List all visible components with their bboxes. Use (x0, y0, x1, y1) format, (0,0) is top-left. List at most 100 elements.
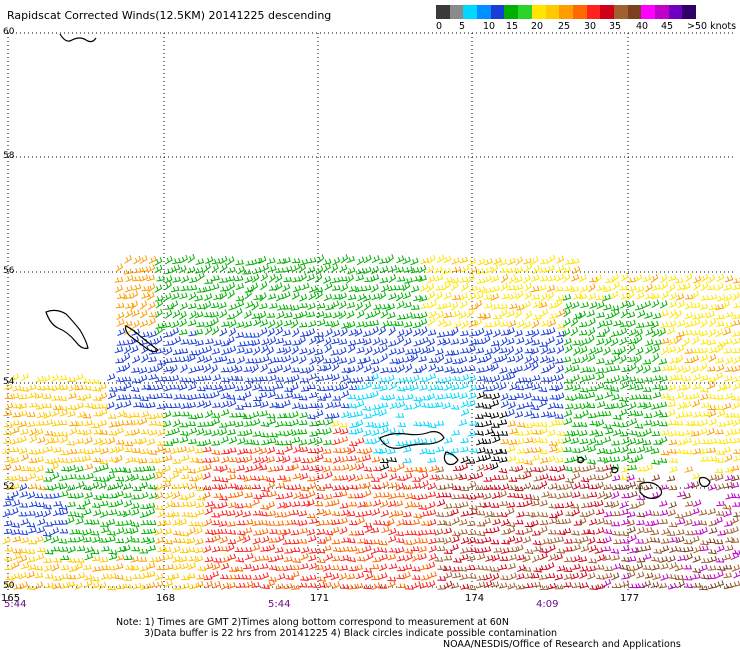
wind-barb (611, 440, 621, 446)
wind-barb (58, 420, 68, 426)
latitude-label: 56 (3, 266, 15, 276)
wind-barb (354, 564, 364, 571)
wind-barb (115, 377, 125, 383)
wind-barb (146, 274, 156, 282)
wind-barb (267, 357, 277, 365)
wind-barb (69, 420, 78, 427)
wind-barb (604, 378, 614, 384)
wind-barb (652, 391, 662, 399)
wind-barb (667, 346, 677, 354)
wind-barb (530, 573, 540, 579)
longitude-label: 171 (310, 593, 330, 604)
wind-barb (228, 436, 238, 444)
wind-barb (243, 502, 253, 508)
wind-barb (149, 556, 159, 563)
wind-barb (154, 257, 163, 266)
wind-barb (418, 438, 428, 445)
wind-barb (84, 463, 94, 471)
wind-barb (331, 499, 340, 507)
wind-barb (299, 472, 309, 480)
wind-barb (611, 521, 621, 527)
wind-barb (490, 502, 500, 508)
wind-barb (573, 413, 583, 419)
wind-barb (163, 393, 173, 399)
wind-barb (611, 572, 620, 581)
wind-speed-colorbar (436, 5, 697, 19)
wind-barb (11, 437, 20, 445)
wind-barb (666, 326, 675, 336)
wind-barb (674, 374, 684, 381)
wind-barb (453, 320, 462, 329)
wind-barb (339, 572, 348, 581)
wind-barb (139, 475, 149, 481)
wind-barb (684, 500, 694, 507)
wind-barb (498, 582, 508, 589)
wind-barb (722, 504, 732, 510)
wind-barb (459, 573, 469, 581)
wind-barb (340, 374, 349, 383)
wind-barb (205, 421, 214, 427)
wind-barb (619, 501, 628, 509)
wind-barb (306, 528, 316, 536)
wind-barb (468, 573, 477, 579)
wind-barb (141, 291, 150, 299)
wind-barb (460, 486, 470, 492)
wind-barb (403, 511, 412, 518)
wind-barb (588, 283, 596, 293)
wind-barb (42, 509, 52, 518)
wind-barb (300, 331, 309, 337)
wind-barb (508, 274, 517, 284)
wind-barb (292, 339, 301, 346)
wind-barb (595, 411, 605, 417)
wind-barb (645, 292, 654, 300)
wind-barb (467, 365, 476, 372)
island-outline (45, 309, 89, 349)
wind-barb (116, 311, 125, 320)
wind-barb (139, 481, 148, 489)
wind-barb (330, 412, 340, 419)
wind-barb (140, 448, 150, 455)
wind-barb (211, 449, 221, 455)
wind-barb (643, 413, 653, 419)
wind-barb (202, 457, 212, 463)
wind-barb (413, 339, 422, 347)
wind-barb (139, 319, 149, 328)
wind-barb (490, 264, 499, 274)
wind-barb (468, 355, 477, 363)
wind-barb (572, 472, 581, 480)
wind-barb (636, 285, 645, 293)
wind-barb (11, 483, 20, 490)
wind-barb (603, 303, 612, 311)
wind-barb (627, 410, 637, 417)
wind-barb (578, 517, 587, 526)
wind-barb (291, 345, 299, 355)
wind-barb (220, 367, 230, 373)
wind-barb (372, 556, 382, 563)
wind-barb (482, 501, 492, 508)
wind-barb (139, 274, 149, 282)
wind-barb (196, 428, 205, 436)
wind-barb (636, 512, 646, 518)
wind-barb (299, 302, 308, 309)
wind-barb (165, 267, 174, 275)
wind-barb (219, 477, 229, 483)
wind-barb (685, 420, 694, 427)
wind-barb (173, 530, 182, 536)
wind-barb (331, 539, 341, 545)
wind-barb (124, 535, 133, 544)
wind-barb (290, 509, 300, 515)
wind-barb (333, 384, 342, 392)
wind-barb (252, 520, 261, 526)
wind-barb (643, 509, 652, 517)
wind-barb (10, 373, 20, 382)
wind-barb (306, 311, 316, 318)
wind-barb (380, 265, 389, 274)
wind-barb (243, 320, 253, 328)
wind-barb (116, 394, 125, 401)
wind-barb (523, 274, 531, 284)
wind-barb (693, 499, 702, 507)
wind-barb (244, 289, 252, 300)
wind-barb (586, 529, 596, 535)
wind-barb (522, 555, 531, 563)
wind-barb (354, 427, 364, 435)
